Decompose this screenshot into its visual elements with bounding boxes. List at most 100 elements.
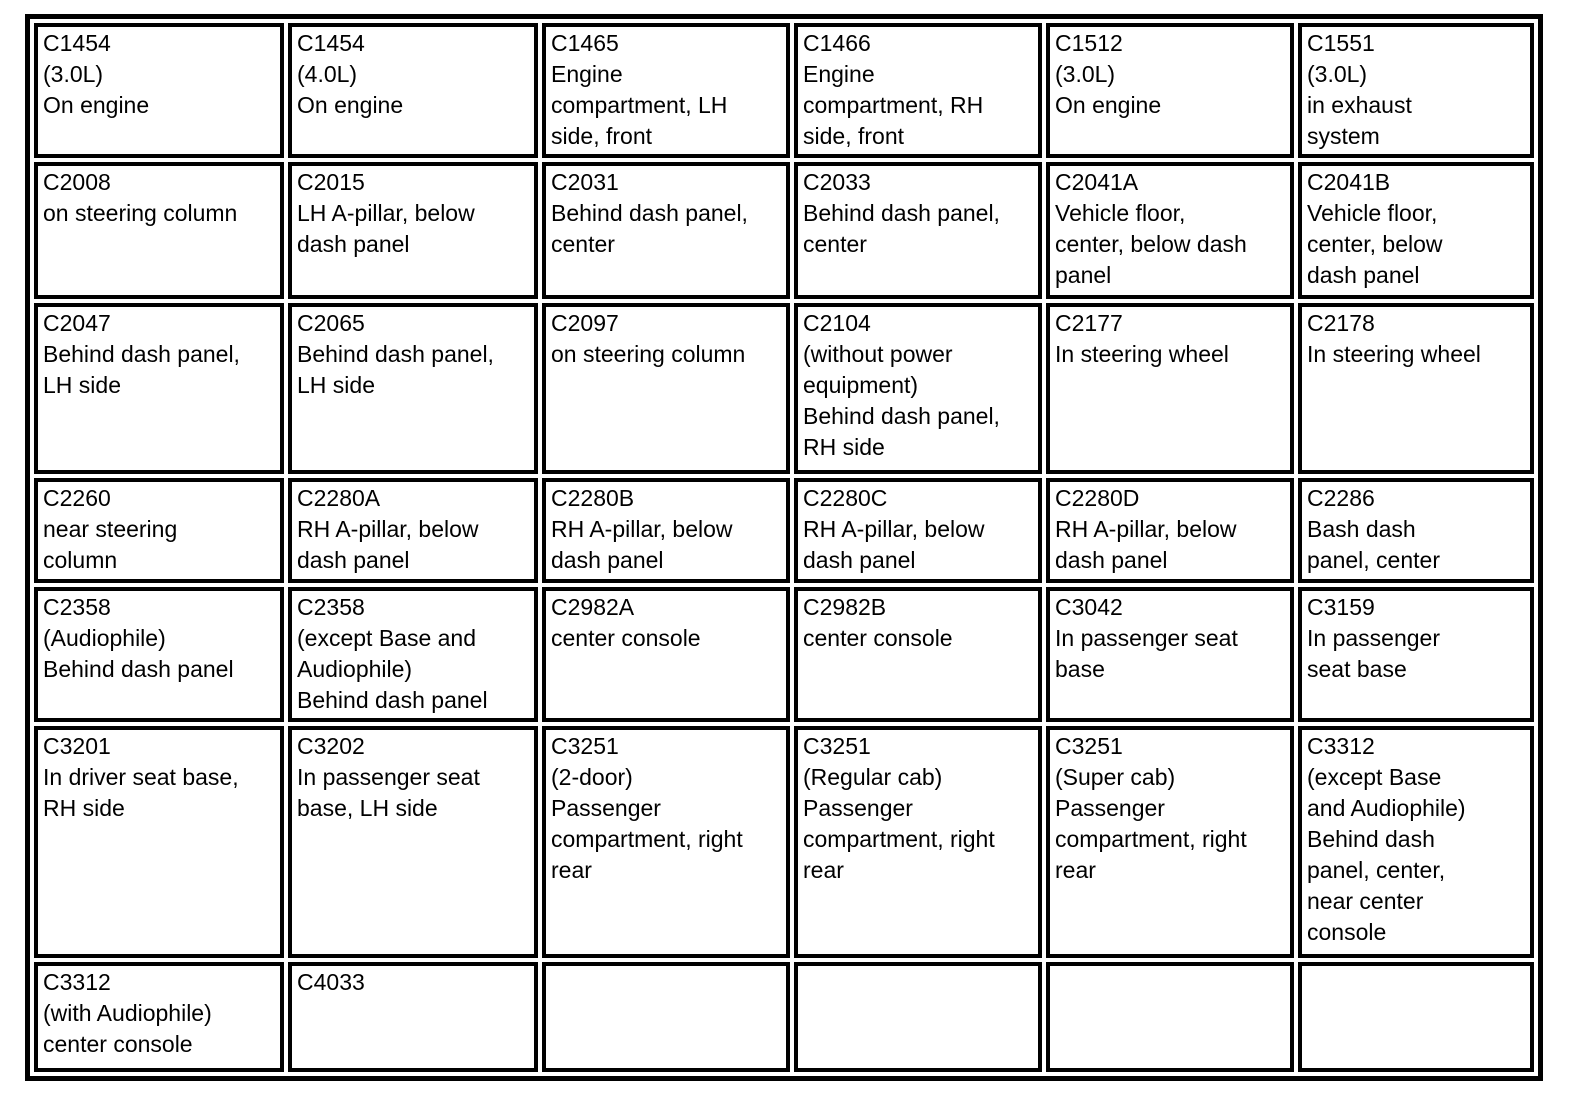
connector-location-line: (3.0L) — [43, 61, 104, 87]
connector-code: C2015 — [297, 169, 365, 195]
connector-location-line: base, LH side — [297, 795, 438, 821]
connector-location-line: On engine — [1055, 92, 1162, 118]
connector-location-line: compartment, right — [803, 826, 995, 852]
connector-location-line: RH A-pillar, below — [551, 516, 733, 542]
connector-location-line: Vehicle floor, — [1055, 200, 1186, 226]
connector-cell: C2280A RH A-pillar, below dash panel — [288, 478, 538, 583]
connector-location-line: (4.0L) — [297, 61, 358, 87]
connector-location-line: LH side — [297, 372, 375, 398]
connector-location-line: In driver seat base, — [43, 764, 239, 790]
connector-location-line: Behind dash panel, — [803, 200, 1000, 226]
connector-location-line: and Audiophile) — [1307, 795, 1466, 821]
connector-location-line: equipment) — [803, 372, 919, 398]
connector-location-line: dash panel — [1055, 547, 1168, 573]
connector-location-line: Behind dash — [1307, 826, 1435, 852]
connector-cell: C2358 (except Base and Audiophile) Behind d… — [288, 587, 538, 722]
connector-location-line: side, front — [551, 123, 652, 149]
table-row: C3201 In driver seat base, RH side C3202 In … — [34, 726, 1534, 958]
connector-cell: C2982A center console — [542, 587, 790, 722]
connector-cell: C1454 (4.0L) On engine — [288, 23, 538, 158]
connector-location-line: panel, center, — [1307, 857, 1446, 883]
connector-location-line: near steering — [43, 516, 178, 542]
connector-location-line: base — [1055, 656, 1105, 682]
connector-cell: C3042 In passenger seat base — [1046, 587, 1294, 722]
connector-cell: C3159 In passenger seat base — [1298, 587, 1534, 722]
connector-location-line: Engine — [803, 61, 875, 87]
connector-cell — [1046, 962, 1294, 1072]
connector-location-line: Behind dash panel, — [297, 341, 494, 367]
connector-location-line: (except Base — [1307, 764, 1442, 790]
connector-location-line: In passenger — [1307, 625, 1440, 651]
connector-location-line: side, front — [803, 123, 904, 149]
connector-cell: C2065 Behind dash panel, LH side — [288, 303, 538, 474]
connector-location-line: (3.0L) — [1055, 61, 1116, 87]
connector-code: C2358 — [43, 594, 111, 620]
connector-code: C2104 — [803, 310, 871, 336]
connector-cell: C3201 In driver seat base, RH side — [34, 726, 284, 958]
connector-location-line: In steering wheel — [1307, 341, 1481, 367]
connector-location-line: (with Audiophile) — [43, 1000, 212, 1026]
connector-cell: C4033 — [288, 962, 538, 1072]
connector-location-line: (Audiophile) — [43, 625, 166, 651]
connector-cell: C1551 (3.0L) in exhaust system — [1298, 23, 1534, 158]
connector-location-line: system — [1307, 123, 1380, 149]
connector-code: C3312 — [43, 969, 111, 995]
connector-cell: C3251 (2-door) Passenger compartment, right… — [542, 726, 790, 958]
connector-location-line: dash panel — [803, 547, 916, 573]
connector-cell — [1298, 962, 1534, 1072]
connector-location-line: compartment, LH — [551, 92, 728, 118]
connector-code: C3251 — [803, 733, 871, 759]
connector-code: C1454 — [297, 30, 365, 56]
connector-location-line: Engine — [551, 61, 623, 87]
connector-location-line: dash panel — [1307, 262, 1420, 288]
connector-cell — [794, 962, 1042, 1072]
connector-cell: C1466 Engine compartment, RH side, front — [794, 23, 1042, 158]
connector-location-line: center console — [551, 625, 701, 651]
connector-location-line: Passenger — [1055, 795, 1165, 821]
connector-location-table: C1454 (3.0L) On engine C1454 (4.0L) On engine… — [25, 14, 1543, 1081]
connector-cell: C3312 (with Audiophile) center console — [34, 962, 284, 1072]
connector-cell: C2047 Behind dash panel, LH side — [34, 303, 284, 474]
connector-cell: C2280B RH A-pillar, below dash panel — [542, 478, 790, 583]
connector-cell: C2041B Vehicle floor, center, below dash pa… — [1298, 162, 1534, 299]
connector-location-line: Bash dash — [1307, 516, 1416, 542]
connector-code: C2177 — [1055, 310, 1123, 336]
connector-cell: C2358 (Audiophile) Behind dash panel — [34, 587, 284, 722]
connector-location-line: RH A-pillar, below — [803, 516, 985, 542]
connector-location-line: console — [1307, 919, 1387, 945]
connector-location-line: Behind dash panel, — [43, 341, 240, 367]
connector-location-line: on steering column — [551, 341, 746, 367]
connector-location-line: rear — [1055, 857, 1096, 883]
connector-location-line: rear — [551, 857, 592, 883]
connector-cell: C2033 Behind dash panel, center — [794, 162, 1042, 299]
connector-code: C2178 — [1307, 310, 1375, 336]
connector-cell: C3251 (Regular cab) Passenger compartment, … — [794, 726, 1042, 958]
table-row: C2047 Behind dash panel, LH side C2065 Behin… — [34, 303, 1534, 474]
connector-location-line: RH side — [43, 795, 125, 821]
connector-location-line: (Regular cab) — [803, 764, 943, 790]
connector-location-line: In passenger seat — [297, 764, 480, 790]
table-row: C1454 (3.0L) On engine C1454 (4.0L) On engine… — [34, 23, 1534, 158]
connector-code: C2280A — [297, 485, 381, 511]
connector-cell: C1512 (3.0L) On engine — [1046, 23, 1294, 158]
connector-location-line: dash panel — [297, 547, 410, 573]
connector-cell: C2280C RH A-pillar, below dash panel — [794, 478, 1042, 583]
connector-location-line: compartment, RH — [803, 92, 984, 118]
connector-code: C3202 — [297, 733, 365, 759]
connector-location-line: In passenger seat — [1055, 625, 1238, 651]
connector-code: C2286 — [1307, 485, 1375, 511]
connector-location-line: on steering column — [43, 200, 238, 226]
connector-code: C3312 — [1307, 733, 1375, 759]
table-row: C2008 on steering column C2015 LH A-pillar,… — [34, 162, 1534, 299]
connector-location-line: Passenger — [803, 795, 913, 821]
connector-code: C3201 — [43, 733, 111, 759]
connector-location-line: Behind dash panel — [43, 656, 234, 682]
connector-location-line: center — [803, 231, 867, 257]
connector-location-line: Passenger — [551, 795, 661, 821]
connector-code: C3251 — [551, 733, 619, 759]
connector-cell: C3251 (Super cab) Passenger compartment, ri… — [1046, 726, 1294, 958]
connector-code: C2280D — [1055, 485, 1140, 511]
connector-location-line: in exhaust — [1307, 92, 1412, 118]
connector-location-line: center console — [803, 625, 953, 651]
